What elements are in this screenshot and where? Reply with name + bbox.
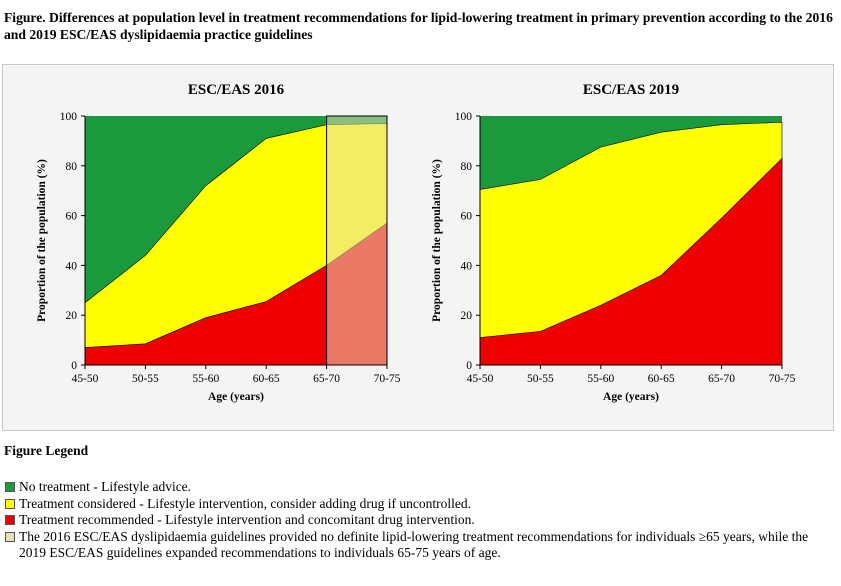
legend-swatch-red bbox=[5, 515, 15, 526]
chart2-x-tick-label: 60-65 bbox=[648, 373, 675, 385]
legend-item-considered: Treatment considered - Lifestyle interve… bbox=[4, 496, 834, 513]
legend: No treatment - Lifestyle advice. Treatme… bbox=[4, 479, 834, 562]
chart2-title: ESC/EAS 2019 bbox=[583, 82, 679, 98]
legend-text: Treatment considered - Lifestyle interve… bbox=[19, 495, 472, 511]
chart2-y-tick-label: 20 bbox=[461, 310, 473, 322]
chart1-y-tick-label: 0 bbox=[71, 360, 77, 372]
legend-item-undefined: The 2016 ESC/EAS dyslipidaemia guideline… bbox=[4, 529, 834, 562]
chart2-x-tick-label: 70-75 bbox=[769, 373, 796, 385]
chart1-y-label: Proportion of the population (%) bbox=[36, 159, 48, 322]
chart2-y-tick-label: 0 bbox=[466, 360, 472, 372]
chart1-y-tick-label: 100 bbox=[60, 111, 78, 123]
chart2-y-tick-label: 100 bbox=[455, 111, 473, 123]
chart2-x-tick-label: 45-50 bbox=[467, 373, 494, 385]
legend-item-recommended: Treatment recommended - Lifestyle interv… bbox=[4, 512, 834, 529]
chart1-x-tick-label: 70-75 bbox=[374, 373, 401, 385]
legend-text: The 2016 ESC/EAS dyslipidaemia guideline… bbox=[19, 528, 809, 561]
legend-item-no-treatment: No treatment - Lifestyle advice. bbox=[4, 479, 834, 496]
chart1-x-tick-label: 60-65 bbox=[253, 373, 280, 385]
legend-text: Treatment recommended - Lifestyle interv… bbox=[19, 512, 475, 528]
chart1-x-label: Age (years) bbox=[208, 391, 264, 403]
legend-swatch-beige bbox=[5, 531, 15, 542]
chart1-x-tick-label: 55-60 bbox=[192, 373, 219, 385]
chart2-y-tick-label: 40 bbox=[461, 260, 473, 272]
chart2-x-tick-label: 55-60 bbox=[587, 373, 614, 385]
legend-text: No treatment - Lifestyle advice. bbox=[19, 479, 192, 494]
chart2-y-label: Proportion of the population (%) bbox=[431, 159, 443, 322]
chart1-x-tick-label: 50-55 bbox=[132, 373, 159, 385]
legend-title: Figure Legend bbox=[4, 443, 89, 458]
chart1-x-tick-label: 65-70 bbox=[313, 373, 340, 385]
chart1-shaded-region bbox=[326, 115, 388, 366]
chart2-x-tick-label: 65-70 bbox=[708, 373, 735, 385]
chart2-y-tick-label: 80 bbox=[461, 161, 473, 173]
chart1-x-tick-label: 45-50 bbox=[72, 373, 99, 385]
chart1-y-tick-label: 80 bbox=[66, 161, 78, 173]
chart2-x-label: Age (years) bbox=[603, 391, 659, 403]
charts-svg: 0 20 40 60 80 100 45-50 50-55 55-60 60-65 65-70 70-… bbox=[36, 82, 796, 403]
chart1-title: ESC/EAS 2016 bbox=[188, 82, 285, 98]
chart-panel: 0 20 40 60 80 100 45-50 50-55 55-60 60-65 65-70 70-… bbox=[2, 64, 834, 431]
chart1-y-tick-label: 20 bbox=[66, 310, 78, 322]
legend-swatch-yellow bbox=[5, 498, 15, 509]
chart1-y-tick-label: 60 bbox=[66, 211, 78, 223]
chart1-y-tick-label: 40 bbox=[66, 260, 78, 272]
legend-swatch-green bbox=[5, 482, 15, 492]
chart2-x-tick-label: 50-55 bbox=[527, 373, 554, 385]
figure-title: Figure. Differences at population level … bbox=[4, 10, 833, 42]
chart2-y-tick-label: 60 bbox=[461, 211, 473, 223]
